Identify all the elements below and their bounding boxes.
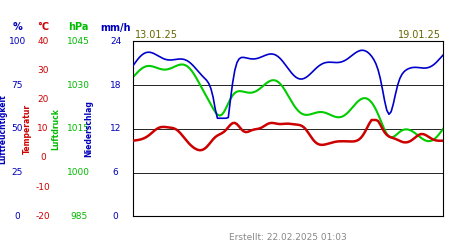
Text: 0: 0 [40, 154, 46, 162]
Text: 985: 985 [70, 212, 87, 221]
Text: 0: 0 [14, 212, 20, 221]
Text: %: % [12, 22, 22, 32]
Text: 1030: 1030 [67, 80, 90, 90]
Text: 6: 6 [113, 168, 118, 177]
Text: 19.01.25: 19.01.25 [398, 30, 441, 40]
Text: 24: 24 [110, 37, 122, 46]
Text: 100: 100 [9, 37, 26, 46]
Text: 18: 18 [110, 80, 122, 90]
Text: 50: 50 [11, 124, 23, 133]
Text: 40: 40 [37, 37, 49, 46]
Text: mm/h: mm/h [100, 22, 131, 32]
Text: 1045: 1045 [68, 37, 90, 46]
Text: Niederschlag: Niederschlag [84, 100, 93, 157]
Text: 25: 25 [11, 168, 23, 177]
Text: 13.01.25: 13.01.25 [135, 30, 178, 40]
Text: 1000: 1000 [67, 168, 90, 177]
Text: °C: °C [37, 22, 49, 32]
Text: 30: 30 [37, 66, 49, 75]
Text: 75: 75 [11, 80, 23, 90]
Text: -20: -20 [36, 212, 50, 221]
Text: 20: 20 [37, 95, 49, 104]
Text: Luftdruck: Luftdruck [51, 108, 60, 150]
Text: 10: 10 [37, 124, 49, 133]
Text: Erstellt: 22.02.2025 01:03: Erstellt: 22.02.2025 01:03 [229, 232, 347, 241]
Text: Temperatur: Temperatur [22, 104, 32, 154]
Text: Luftfeuchtigkeit: Luftfeuchtigkeit [0, 94, 7, 164]
Text: 12: 12 [110, 124, 122, 133]
Text: -10: -10 [36, 182, 50, 192]
Text: hPa: hPa [68, 22, 89, 32]
Text: 1015: 1015 [67, 124, 90, 133]
Text: 0: 0 [113, 212, 118, 221]
